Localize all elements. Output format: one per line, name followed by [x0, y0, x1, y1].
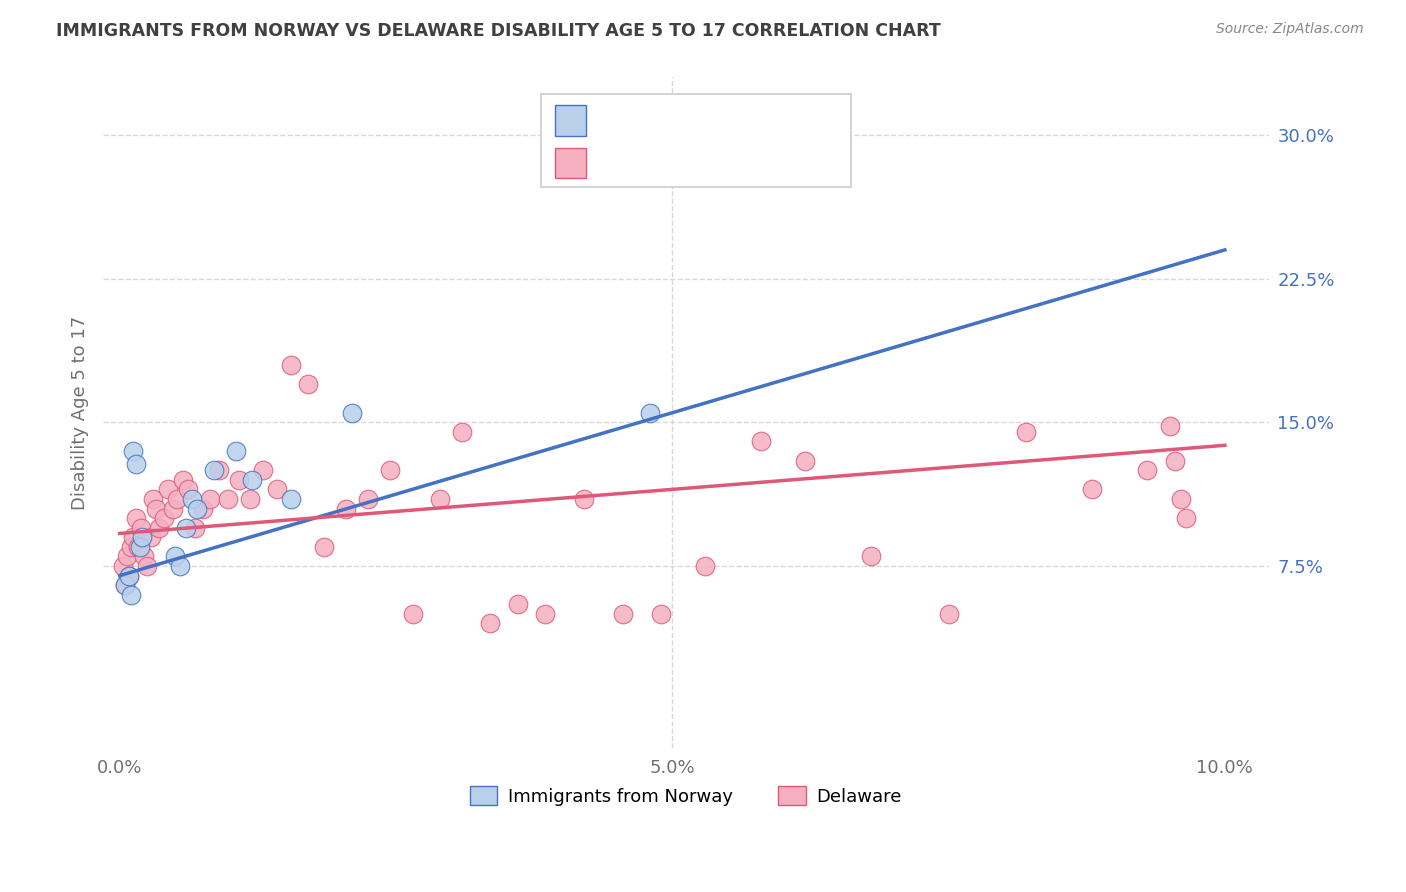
Point: [142, 491, 165, 506]
Point: [129, 521, 152, 535]
Point: [1170, 491, 1192, 506]
Point: [163, 549, 186, 564]
Point: [860, 549, 883, 564]
Point: [1081, 483, 1104, 497]
Text: IMMIGRANTS FROM NORWAY VS DELAWARE DISABILITY AGE 5 TO 17 CORRELATION CHART: IMMIGRANTS FROM NORWAY VS DELAWARE DISAB…: [56, 22, 941, 40]
Text: 18: 18: [780, 112, 806, 129]
Point: [239, 491, 262, 506]
Point: [184, 521, 207, 535]
Point: [240, 473, 263, 487]
Y-axis label: Disability Age 5 to 17: Disability Age 5 to 17: [72, 316, 89, 510]
Point: [252, 463, 274, 477]
Point: [1164, 453, 1187, 467]
Point: [117, 568, 139, 582]
Point: [572, 491, 595, 506]
Point: [139, 530, 162, 544]
Point: [280, 358, 302, 372]
Point: [128, 540, 150, 554]
Point: [122, 444, 145, 458]
Point: [191, 501, 214, 516]
Point: [180, 491, 202, 506]
Point: [162, 501, 184, 516]
Text: Source: ZipAtlas.com: Source: ZipAtlas.com: [1216, 22, 1364, 37]
Point: [217, 491, 239, 506]
Point: [131, 530, 153, 544]
Point: [125, 458, 148, 472]
Point: [169, 559, 191, 574]
Text: N =: N =: [724, 112, 776, 129]
Point: [938, 607, 960, 621]
Text: R =: R =: [598, 112, 637, 129]
Point: [695, 559, 717, 574]
Point: [120, 540, 142, 554]
Text: N =: N =: [724, 154, 776, 172]
Point: [314, 540, 336, 554]
Point: [335, 501, 357, 516]
Point: [153, 511, 176, 525]
Point: [266, 483, 288, 497]
Point: [136, 559, 159, 574]
Point: [340, 406, 363, 420]
Point: [202, 463, 225, 477]
Point: [451, 425, 474, 439]
Point: [534, 607, 557, 621]
Text: 57: 57: [780, 154, 806, 172]
Point: [506, 598, 529, 612]
Text: 0.387: 0.387: [643, 112, 700, 129]
Point: [638, 406, 661, 420]
Point: [122, 530, 145, 544]
Point: [225, 444, 247, 458]
Point: [120, 588, 142, 602]
Point: [114, 578, 136, 592]
Point: [1175, 511, 1198, 525]
Text: 0.165: 0.165: [643, 154, 699, 172]
Point: [174, 521, 197, 535]
Point: [297, 376, 319, 391]
Point: [125, 511, 148, 525]
Point: [117, 568, 139, 582]
Point: [114, 578, 136, 592]
Point: [1015, 425, 1038, 439]
Point: [208, 463, 231, 477]
Point: [401, 607, 423, 621]
Text: R =: R =: [598, 154, 637, 172]
Point: [177, 483, 200, 497]
Point: [166, 491, 188, 506]
Point: [117, 549, 139, 564]
Point: [128, 540, 150, 554]
Point: [650, 607, 672, 621]
Point: [612, 607, 634, 621]
Point: [172, 473, 194, 487]
Point: [1136, 463, 1159, 477]
Point: [200, 491, 222, 506]
Point: [186, 501, 208, 516]
Point: [157, 483, 180, 497]
Point: [228, 473, 250, 487]
Point: [380, 463, 402, 477]
Point: [148, 521, 170, 535]
Point: [280, 491, 302, 506]
Point: [132, 549, 155, 564]
Point: [111, 559, 134, 574]
Point: [478, 616, 501, 631]
Point: [793, 453, 815, 467]
Point: [429, 491, 451, 506]
Point: [357, 491, 380, 506]
Point: [749, 434, 772, 449]
Legend: Immigrants from Norway, Delaware: Immigrants from Norway, Delaware: [463, 779, 910, 813]
Point: [1159, 419, 1181, 434]
Point: [145, 501, 167, 516]
